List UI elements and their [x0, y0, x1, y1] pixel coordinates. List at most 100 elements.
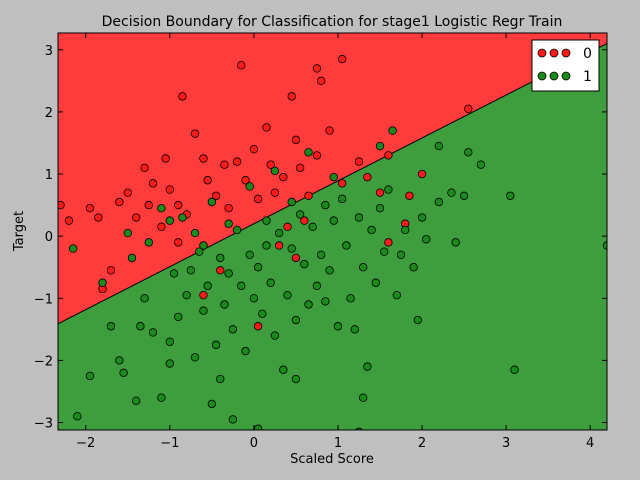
- data-point-class-1: [422, 235, 431, 244]
- data-point-class-0: [199, 154, 208, 163]
- data-point-class-0: [203, 176, 212, 185]
- data-point-class-0: [291, 253, 301, 263]
- data-point-class-1: [274, 228, 284, 238]
- data-point-class-1: [358, 263, 368, 272]
- y-tick-label: 3: [45, 44, 53, 59]
- data-point-class-1: [216, 374, 225, 384]
- data-point-class-0: [199, 290, 208, 300]
- y-tick-label: 2: [45, 106, 53, 121]
- data-point-class-1: [249, 294, 259, 303]
- data-point-class-0: [58, 200, 65, 210]
- data-point-class-1: [195, 247, 204, 256]
- data-point-class-1: [190, 228, 200, 238]
- data-point-class-1: [354, 213, 364, 222]
- data-point-class-0: [178, 92, 187, 101]
- data-point-class-1: [144, 238, 153, 247]
- data-point-class-1: [148, 328, 158, 337]
- data-point-class-0: [165, 185, 175, 194]
- data-point-class-1: [237, 281, 246, 291]
- x-tick-label: 3: [502, 436, 510, 451]
- data-point-class-0: [384, 151, 393, 160]
- decision-boundary-line: [58, 43, 607, 325]
- data-point-class-0: [237, 61, 246, 70]
- data-point-class-1: [304, 300, 313, 309]
- data-point-class-0: [253, 322, 263, 331]
- data-point-class-1: [140, 294, 149, 303]
- decision-region-class-1: [58, 43, 607, 430]
- data-point-class-1: [98, 278, 107, 287]
- data-point-class-1: [464, 148, 473, 157]
- data-point-class-1: [73, 412, 82, 421]
- data-point-class-0: [291, 135, 301, 145]
- x-tick-label: −1: [160, 436, 179, 451]
- data-point-class-1: [329, 172, 338, 182]
- scatter-points: [58, 54, 607, 430]
- data-point-class-1: [157, 393, 166, 402]
- data-point-class-0: [94, 213, 103, 222]
- data-point-class-0: [161, 154, 170, 163]
- legend-marker: [549, 71, 559, 81]
- data-point-class-1: [367, 225, 376, 235]
- data-point-class-0: [241, 176, 250, 185]
- data-point-class-1: [434, 141, 444, 151]
- data-point-class-0: [266, 160, 275, 169]
- data-point-class-1: [350, 325, 359, 334]
- data-point-class-1: [136, 322, 145, 331]
- data-point-class-1: [228, 415, 238, 424]
- data-point-class-1: [409, 263, 418, 272]
- data-point-class-0: [363, 172, 372, 182]
- plot-frame: [57, 32, 608, 431]
- data-point-class-0: [157, 222, 166, 232]
- data-point-class-1: [375, 204, 385, 213]
- legend-marker: [549, 48, 559, 58]
- data-point-class-1: [384, 185, 393, 194]
- data-point-class-0: [262, 123, 271, 132]
- data-point-class-1: [506, 191, 515, 200]
- data-point-class-1: [85, 371, 95, 381]
- data-point-class-1: [329, 216, 338, 225]
- data-point-class-1: [295, 210, 305, 219]
- data-point-class-1: [270, 166, 280, 176]
- legend-marker: [561, 71, 571, 81]
- data-point-class-1: [321, 200, 330, 210]
- data-point-class-1: [392, 290, 402, 300]
- y-tick-label: 0: [45, 230, 53, 245]
- data-point-class-0: [232, 157, 242, 166]
- data-point-class-1: [308, 222, 317, 232]
- data-point-class-1: [224, 269, 233, 278]
- data-point-class-1: [510, 365, 519, 374]
- data-point-class-1: [279, 365, 288, 374]
- data-point-class-0: [279, 172, 288, 182]
- data-point-class-1: [459, 191, 469, 200]
- data-point-class-1: [253, 263, 263, 272]
- data-point-class-1: [333, 322, 343, 331]
- data-point-class-0: [216, 266, 225, 275]
- data-point-class-0: [224, 204, 233, 213]
- data-point-class-0: [354, 157, 364, 166]
- data-point-class-0: [464, 104, 473, 113]
- chart-title: Decision Boundary for Classification for…: [102, 14, 563, 30]
- data-point-class-1: [337, 194, 347, 204]
- legend: 01: [531, 39, 600, 92]
- data-point-class-1: [174, 312, 183, 322]
- data-point-class-1: [304, 148, 313, 157]
- data-point-class-1: [178, 213, 187, 222]
- data-point-class-0: [131, 213, 141, 222]
- data-point-class-1: [375, 141, 385, 151]
- data-point-class-1: [165, 359, 175, 368]
- data-point-class-1: [123, 228, 132, 238]
- data-point-class-0: [304, 191, 313, 200]
- legend-box: [531, 39, 600, 92]
- x-tick-label: 2: [418, 436, 426, 451]
- data-point-class-0: [106, 266, 116, 275]
- data-point-class-1: [169, 269, 179, 278]
- data-point-class-1: [388, 126, 397, 135]
- data-point-class-1: [199, 241, 208, 250]
- data-point-class-1: [447, 188, 456, 197]
- data-point-class-1: [262, 241, 271, 250]
- data-point-class-0: [287, 92, 296, 101]
- data-point-class-1: [182, 290, 191, 300]
- legend-marker: [561, 48, 571, 58]
- y-tick-label: −3: [34, 417, 53, 432]
- data-point-class-1: [228, 325, 238, 334]
